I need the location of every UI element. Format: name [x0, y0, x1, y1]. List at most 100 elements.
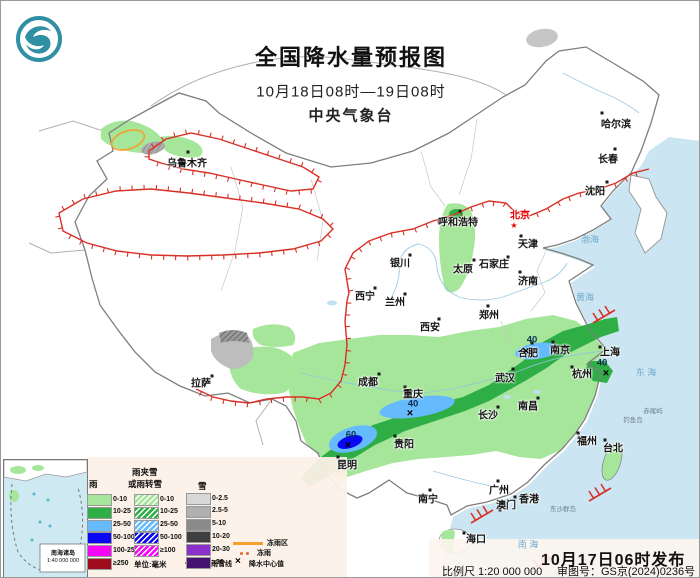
city-label: 台北 [603, 443, 623, 455]
city-label: 南昌 [518, 401, 538, 413]
legend-swatch [186, 493, 211, 505]
page-title: 全国降水量预报图 [254, 45, 448, 70]
city-label: 广州 [489, 485, 509, 497]
rain-snow-line-tick [191, 170, 194, 176]
rain-snow-line-tick [273, 187, 276, 193]
legend-swatch [87, 545, 112, 558]
city-marker [530, 341, 534, 345]
rain-snow-line-tick [215, 174, 218, 180]
city-label: 乌鲁木齐 [167, 158, 207, 170]
rain-snow-line-tick [602, 187, 606, 192]
city-marker [377, 372, 381, 376]
city-marker [518, 270, 522, 274]
legend-range-label: ≥30 [212, 558, 224, 566]
city-marker [373, 286, 377, 290]
issue-time: 10月17日06时发布 [541, 552, 686, 569]
freezing-rain-icon [246, 552, 249, 555]
city-marker [462, 531, 466, 535]
rain-snow-line-tick [557, 201, 561, 207]
legend-range-label: 20-30 [212, 545, 230, 553]
rain-snow-line-tick [470, 206, 473, 212]
rain-snow-line-tick [278, 154, 281, 160]
rain-snow-line-tick [57, 227, 63, 230]
rain-snow-line-tick [502, 202, 507, 207]
rain-snow-line-tick [492, 201, 495, 207]
rain-snow-line-tick [266, 150, 270, 156]
rain-snow-line-tick [79, 240, 83, 245]
legend-range-label: 0-2.5 [212, 494, 228, 502]
rain-snow-line-tick [68, 234, 72, 240]
rain-snow-line-tick [203, 172, 206, 177]
rain-snow-line-tick [227, 193, 229, 199]
legend-range-label: 100-250 [113, 546, 139, 554]
rain-snow-line-tick [106, 188, 110, 193]
rain-snow-line-tick [624, 177, 628, 182]
rain-snow-line-tick [102, 247, 105, 253]
rain-snow-line-tick [337, 384, 342, 389]
rain-snow-line-tick [459, 211, 463, 217]
inset-map [3, 459, 88, 573]
agency-name: 中央气象台 [308, 107, 394, 125]
rain-snow-line-tick [238, 195, 241, 200]
city-marker [570, 365, 574, 369]
legend-swatch [186, 505, 211, 518]
rain-snow-line-tick [262, 198, 265, 204]
rain-snow-line-tick [221, 135, 224, 141]
city-marker [511, 367, 515, 371]
rain-snow-line-tick [179, 168, 182, 174]
legend-range-label: 10-25 [113, 508, 131, 516]
rain-snow-line-tick [232, 139, 236, 144]
legend-swatch [134, 532, 159, 545]
legend-range-label: 50-100 [160, 533, 182, 541]
rain-snow-line-tick [185, 129, 188, 135]
city-marker [428, 488, 432, 492]
rain-snow-line-tick [306, 244, 309, 250]
rain-snow-line-tick [222, 399, 225, 404]
rain-snow-line-tick [309, 209, 313, 214]
map-scale: 比例尺 1:20 000 000 [442, 566, 543, 578]
taiwan-island [601, 443, 623, 481]
legend-range-label: 50-100 [113, 533, 135, 541]
city-label: 石家庄 [479, 259, 509, 271]
rain-snow-line-tick [368, 240, 372, 246]
legend-panel [87, 457, 347, 577]
rain-snow-lines [55, 129, 650, 408]
city-marker [598, 345, 602, 349]
approval-number: 审图号：GS京(2024)0236号 [557, 566, 696, 578]
city-marker [403, 292, 407, 296]
rain-snow-line-tick [329, 393, 333, 398]
rain-snow-line-tick [138, 253, 141, 259]
legend-swatch [134, 494, 159, 506]
rain-snow-line-tick [300, 162, 304, 167]
precip-center-value: 40 [526, 334, 538, 346]
sea-label: 南 海 [517, 539, 539, 550]
rain-snow-line-tick [311, 168, 315, 173]
freezing-rain-icon [240, 552, 243, 555]
city-marker [458, 209, 462, 213]
rain-snow-line-tick [345, 267, 350, 271]
rain-snow-line-tick [425, 223, 429, 229]
precip-center-x-icon: × [406, 407, 414, 420]
rain-snow-line-tick [568, 196, 571, 202]
rain-snow-line-tick [614, 183, 617, 188]
rain-snow-line-tick [203, 190, 206, 196]
rain-snow-line-tick [250, 196, 253, 202]
rain-snow-line-tick [305, 397, 308, 403]
city-label: 西安 [420, 322, 440, 334]
city-label: 昆明 [337, 460, 357, 472]
rain-snow-line-tick [191, 188, 194, 194]
rain-snow-line-tick [436, 219, 440, 225]
city-label: 呼和浩特 [438, 217, 478, 229]
legend-range-label: 10-20 [212, 532, 230, 540]
foreign-borders [28, 56, 507, 446]
precip-center-x-icon: × [344, 439, 352, 452]
city-label: 成都 [358, 377, 378, 389]
legend-swatch [87, 506, 112, 519]
city-marker [519, 234, 523, 238]
precip-center-x-icon: × [602, 367, 610, 380]
city-marker [486, 304, 490, 308]
rain-snow-line-tick [238, 179, 241, 185]
rain-snow-line-tick [95, 191, 98, 196]
city-marker [408, 253, 412, 257]
